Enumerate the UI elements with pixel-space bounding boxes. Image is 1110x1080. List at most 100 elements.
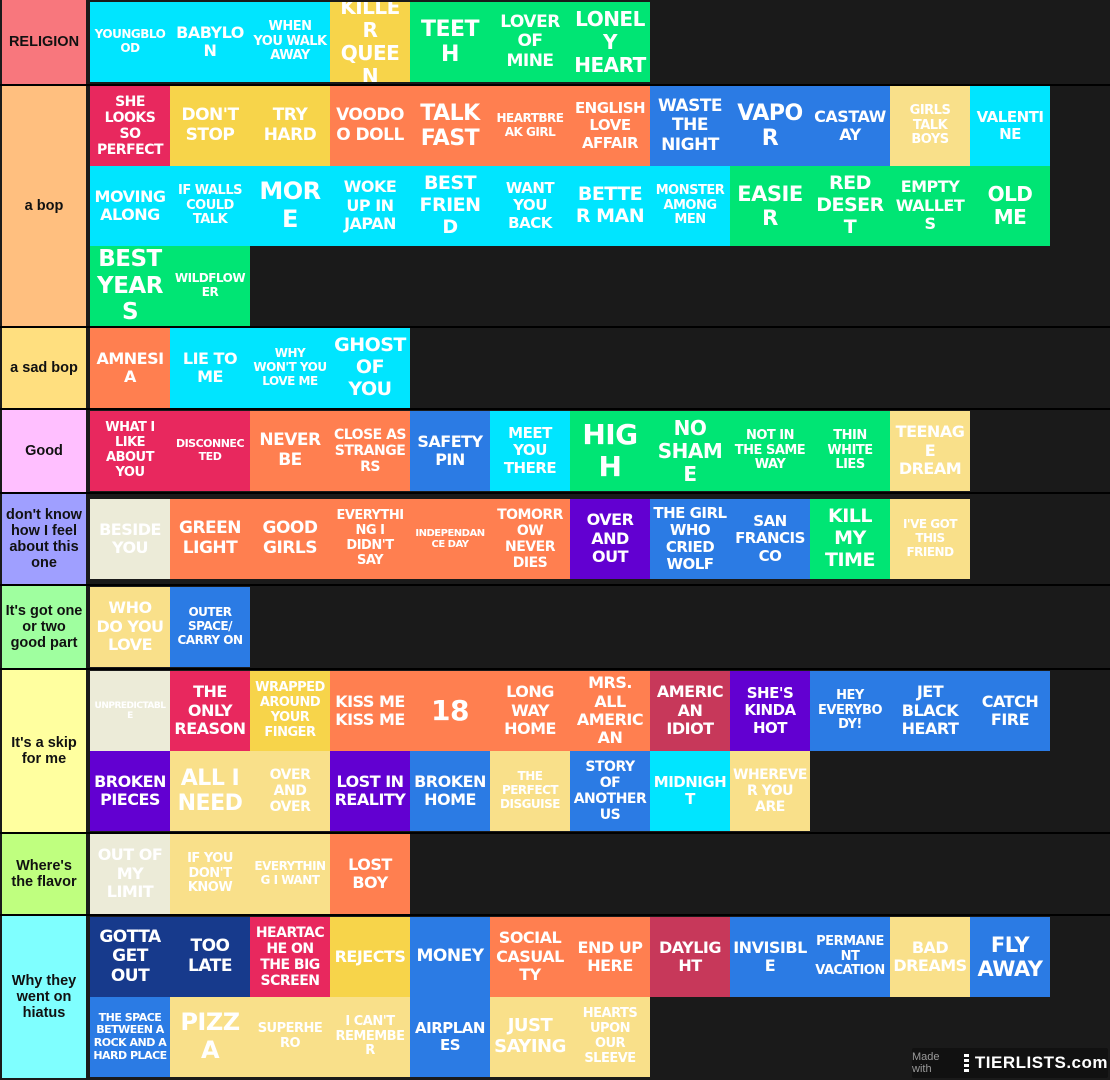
- song-tile[interactable]: SUPERHERO: [250, 997, 330, 1077]
- song-tile[interactable]: MONSTER AMONG MEN: [650, 166, 730, 246]
- tier-label[interactable]: RELIGION: [2, 0, 86, 84]
- song-tile[interactable]: DON'T STOP: [170, 86, 250, 166]
- song-tile[interactable]: STORY OF ANOTHER US: [570, 751, 650, 831]
- song-tile[interactable]: MOVING ALONG: [90, 166, 170, 246]
- song-tile[interactable]: 18: [410, 671, 490, 751]
- song-tile[interactable]: UNPREDICTABLE: [90, 671, 170, 751]
- song-tile[interactable]: LOVER OF MINE: [490, 2, 570, 82]
- song-tile[interactable]: JUST SAYING: [490, 997, 570, 1077]
- song-tile[interactable]: TRY HARD: [250, 86, 330, 166]
- song-tile[interactable]: IF YOU DON'T KNOW: [170, 834, 250, 914]
- song-tile[interactable]: HEARTBREAK GIRL: [490, 86, 570, 166]
- song-tile[interactable]: REJECTS: [330, 917, 410, 997]
- tier-label[interactable]: don't know how I feel about this one: [2, 494, 86, 584]
- song-tile[interactable]: INVISIBLE: [730, 917, 810, 997]
- song-tile[interactable]: OLD ME: [970, 166, 1050, 246]
- song-tile[interactable]: BROKEN HOME: [410, 751, 490, 831]
- song-tile[interactable]: TEENAGE DREAM: [890, 411, 970, 491]
- song-tile[interactable]: I'VE GOT THIS FRIEND: [890, 499, 970, 579]
- song-tile[interactable]: MORE: [250, 166, 330, 246]
- song-tile[interactable]: WHO DO YOU LOVE: [90, 587, 170, 667]
- song-tile[interactable]: BETTER MAN: [570, 166, 650, 246]
- song-tile[interactable]: YOUNGBLOOD: [90, 2, 170, 82]
- made-with-badge[interactable]: Made with TIERLISTS.com: [912, 1048, 1108, 1078]
- song-tile[interactable]: CLOSE AS STRANGERS: [330, 411, 410, 491]
- song-tile[interactable]: NEVER BE: [250, 411, 330, 491]
- tier-label[interactable]: It's a skip for me: [2, 670, 86, 832]
- song-tile[interactable]: TALK FAST: [410, 86, 490, 166]
- song-tile[interactable]: SHE'S KINDA HOT: [730, 671, 810, 751]
- song-tile[interactable]: GIRLS TALK BOYS: [890, 86, 970, 166]
- song-tile[interactable]: MEET YOU THERE: [490, 411, 570, 491]
- song-tile[interactable]: HEARTS UPON OUR SLEEVE: [570, 997, 650, 1077]
- song-tile[interactable]: THE PERFECT DISGUISE: [490, 751, 570, 831]
- song-tile[interactable]: RED DESERT: [810, 166, 890, 246]
- song-tile[interactable]: OVER AND OVER: [250, 751, 330, 831]
- song-tile[interactable]: DAYLIGHT: [650, 917, 730, 997]
- song-tile[interactable]: WHY WON'T YOU LOVE ME: [250, 328, 330, 408]
- song-tile[interactable]: LOST BOY: [330, 834, 410, 914]
- song-tile[interactable]: THIN WHITE LIES: [810, 411, 890, 491]
- song-tile[interactable]: OUTER SPACE/ CARRY ON: [170, 587, 250, 667]
- song-tile[interactable]: TEETH: [410, 2, 490, 82]
- song-tile[interactable]: GOOD GIRLS: [250, 499, 330, 579]
- song-tile[interactable]: THE SPACE BETWEEN A ROCK AND A HARD PLAC…: [90, 997, 170, 1077]
- song-tile[interactable]: IF WALLS COULD TALK: [170, 166, 250, 246]
- song-tile[interactable]: BESIDE YOU: [90, 499, 170, 579]
- song-tile[interactable]: ENGLISH LOVE AFFAIR: [570, 86, 650, 166]
- song-tile[interactable]: BROKEN PIECES: [90, 751, 170, 831]
- song-tile[interactable]: KILLER QUEEN: [330, 2, 410, 82]
- song-tile[interactable]: BEST FRIEND: [410, 166, 490, 246]
- song-tile[interactable]: PIZZA: [170, 997, 250, 1077]
- song-tile[interactable]: WRAPPED AROUND YOUR FINGER: [250, 671, 330, 751]
- song-tile[interactable]: GOTTA GET OUT: [90, 917, 170, 997]
- song-tile[interactable]: WANT YOU BACK: [490, 166, 570, 246]
- song-tile[interactable]: GREEN LIGHT: [170, 499, 250, 579]
- song-tile[interactable]: WOKE UP IN JAPAN: [330, 166, 410, 246]
- tier-label[interactable]: It's got one or two good part: [2, 586, 86, 668]
- song-tile[interactable]: CASTAWAY: [810, 86, 890, 166]
- song-tile[interactable]: TOMORROW NEVER DIES: [490, 499, 570, 579]
- song-tile[interactable]: PERMANENT VACATION: [810, 917, 890, 997]
- song-tile[interactable]: THE ONLY REASON: [170, 671, 250, 751]
- song-tile[interactable]: LONELY HEART: [570, 2, 650, 82]
- song-tile[interactable]: GHOST OF YOU: [330, 328, 410, 408]
- song-tile[interactable]: SHE LOOKS SO PERFECT: [90, 86, 170, 166]
- song-tile[interactable]: CATCH FIRE: [970, 671, 1050, 751]
- song-tile[interactable]: MONEY: [410, 917, 490, 997]
- song-tile[interactable]: EASIER: [730, 166, 810, 246]
- song-tile[interactable]: OVER AND OUT: [570, 499, 650, 579]
- tier-label[interactable]: Good: [2, 410, 86, 492]
- song-tile[interactable]: EVERYTHING I DIDN'T SAY: [330, 499, 410, 579]
- song-tile[interactable]: DISCONNECTED: [170, 411, 250, 491]
- song-tile[interactable]: VAPOR: [730, 86, 810, 166]
- song-tile[interactable]: OUT OF MY LIMIT: [90, 834, 170, 914]
- song-tile[interactable]: MIDNIGHT: [650, 751, 730, 831]
- song-tile[interactable]: FLY AWAY: [970, 917, 1050, 997]
- song-tile[interactable]: KILL MY TIME: [810, 499, 890, 579]
- song-tile[interactable]: JET BLACK HEART: [890, 671, 970, 751]
- tier-label[interactable]: a bop: [2, 86, 86, 326]
- tier-label[interactable]: Where's the flavor: [2, 834, 86, 914]
- tier-label[interactable]: Why they went on hiatus: [2, 916, 86, 1078]
- song-tile[interactable]: WASTE THE NIGHT: [650, 86, 730, 166]
- song-tile[interactable]: SAFETY PIN: [410, 411, 490, 491]
- song-tile[interactable]: LIE TO ME: [170, 328, 250, 408]
- song-tile[interactable]: LONG WAY HOME: [490, 671, 570, 751]
- song-tile[interactable]: AMNESIA: [90, 328, 170, 408]
- song-tile[interactable]: SAN FRANCISCO: [730, 499, 810, 579]
- song-tile[interactable]: HEARTACHE ON THE BIG SCREEN: [250, 917, 330, 997]
- song-tile[interactable]: EVERYTHING I WANT: [250, 834, 330, 914]
- song-tile[interactable]: BAD DREAMS: [890, 917, 970, 997]
- song-tile[interactable]: WHAT I LIKE ABOUT YOU: [90, 411, 170, 491]
- song-tile[interactable]: ALL I NEED: [170, 751, 250, 831]
- song-tile[interactable]: WHEN YOU WALK AWAY: [250, 2, 330, 82]
- song-tile[interactable]: TOO LATE: [170, 917, 250, 997]
- song-tile[interactable]: BEST YEARS: [90, 246, 170, 326]
- song-tile[interactable]: HEY EVERYBODY!: [810, 671, 890, 751]
- tier-label[interactable]: a sad bop: [2, 328, 86, 408]
- song-tile[interactable]: HIGH: [570, 411, 650, 491]
- song-tile[interactable]: NOT IN THE SAME WAY: [730, 411, 810, 491]
- song-tile[interactable]: THE GIRL WHO CRIED WOLF: [650, 499, 730, 579]
- song-tile[interactable]: AIRPLANES: [410, 997, 490, 1077]
